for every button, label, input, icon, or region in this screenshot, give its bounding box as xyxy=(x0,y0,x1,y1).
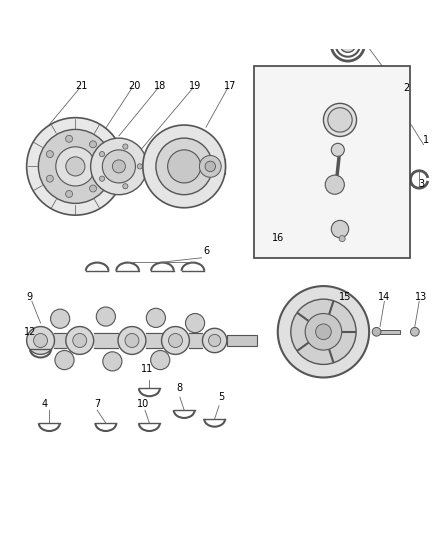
Text: 3: 3 xyxy=(418,179,424,189)
Circle shape xyxy=(291,299,356,365)
Text: 8: 8 xyxy=(177,383,183,393)
Circle shape xyxy=(168,150,201,183)
Circle shape xyxy=(27,118,124,215)
Text: 20: 20 xyxy=(128,81,140,91)
Text: 1: 1 xyxy=(423,135,429,146)
Circle shape xyxy=(208,334,221,346)
Circle shape xyxy=(325,175,344,194)
Circle shape xyxy=(46,175,53,182)
Circle shape xyxy=(99,151,105,157)
Bar xyxy=(201,158,225,174)
Circle shape xyxy=(323,103,357,136)
Circle shape xyxy=(50,309,70,328)
Circle shape xyxy=(331,143,344,156)
Circle shape xyxy=(73,334,87,348)
Circle shape xyxy=(328,108,352,132)
Text: 10: 10 xyxy=(137,399,149,409)
Circle shape xyxy=(316,324,331,340)
Circle shape xyxy=(156,138,212,195)
Circle shape xyxy=(66,157,85,176)
Bar xyxy=(272,116,283,124)
Circle shape xyxy=(89,185,96,192)
Circle shape xyxy=(305,313,342,350)
Circle shape xyxy=(66,190,73,197)
Bar xyxy=(377,329,400,334)
Circle shape xyxy=(205,161,215,172)
Circle shape xyxy=(91,138,147,195)
Circle shape xyxy=(143,125,226,208)
Circle shape xyxy=(102,150,135,183)
Circle shape xyxy=(46,151,53,158)
Text: 2: 2 xyxy=(403,83,409,93)
Circle shape xyxy=(66,327,94,354)
Circle shape xyxy=(100,163,107,170)
Circle shape xyxy=(123,144,128,149)
Circle shape xyxy=(125,334,139,348)
Circle shape xyxy=(410,327,419,336)
Circle shape xyxy=(27,327,54,354)
Text: 13: 13 xyxy=(415,292,427,302)
Circle shape xyxy=(185,313,205,333)
Text: 6: 6 xyxy=(203,246,209,256)
Circle shape xyxy=(96,307,116,326)
Text: 12: 12 xyxy=(24,327,36,337)
Circle shape xyxy=(340,37,356,52)
Circle shape xyxy=(278,286,369,377)
Circle shape xyxy=(66,135,73,142)
Circle shape xyxy=(89,141,96,148)
Circle shape xyxy=(56,147,95,186)
Text: 18: 18 xyxy=(154,81,166,91)
Circle shape xyxy=(372,327,381,336)
Circle shape xyxy=(39,130,113,204)
Circle shape xyxy=(202,328,227,353)
Circle shape xyxy=(331,220,349,238)
Circle shape xyxy=(199,156,221,177)
Text: 16: 16 xyxy=(272,233,284,243)
Circle shape xyxy=(339,236,345,241)
Bar xyxy=(254,66,410,258)
Text: 19: 19 xyxy=(189,81,201,91)
Circle shape xyxy=(146,308,166,327)
Text: 9: 9 xyxy=(27,292,33,302)
Circle shape xyxy=(113,160,125,173)
Text: 5: 5 xyxy=(218,392,224,402)
Circle shape xyxy=(169,334,183,348)
Circle shape xyxy=(137,164,142,169)
Circle shape xyxy=(123,184,128,189)
Bar xyxy=(227,335,257,346)
Circle shape xyxy=(55,351,74,370)
Text: 17: 17 xyxy=(224,81,236,91)
Text: 11: 11 xyxy=(141,364,153,374)
Text: 21: 21 xyxy=(76,81,88,91)
Circle shape xyxy=(34,334,47,348)
Circle shape xyxy=(103,352,122,371)
Text: 4: 4 xyxy=(42,399,48,409)
Circle shape xyxy=(118,327,146,354)
Text: 14: 14 xyxy=(378,292,391,302)
Text: 15: 15 xyxy=(339,292,351,302)
Circle shape xyxy=(99,176,105,181)
Circle shape xyxy=(162,327,189,354)
Circle shape xyxy=(151,351,170,370)
Text: 7: 7 xyxy=(94,399,100,409)
